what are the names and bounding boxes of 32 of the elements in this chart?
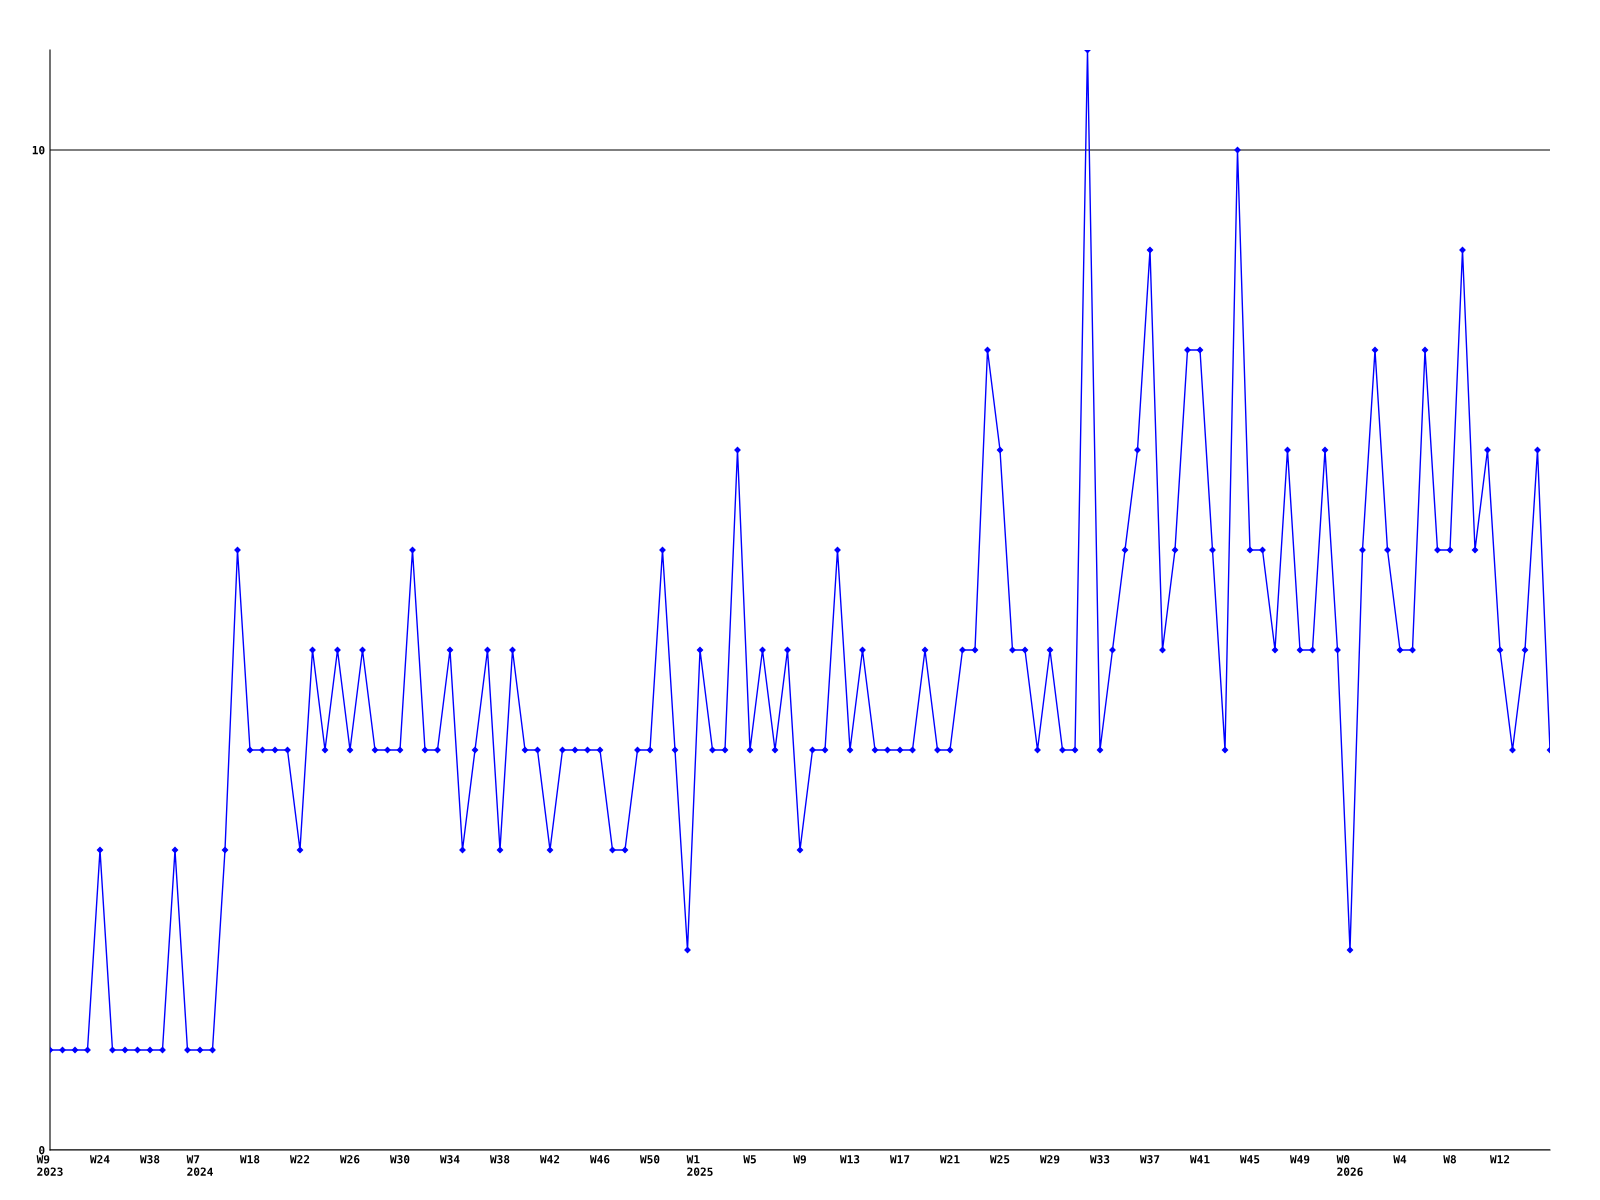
- x-tick-label: W37: [1139, 1155, 1160, 1164]
- x-tick-label: W0 2026: [1336, 1155, 1363, 1176]
- x-tick-label: W5: [743, 1155, 756, 1164]
- x-tick-label: W17: [889, 1155, 910, 1164]
- x-tick-label: W30: [389, 1155, 410, 1164]
- x-tick-label: W22: [289, 1155, 310, 1164]
- x-tick-label: W18: [239, 1155, 260, 1164]
- x-tick-label: W7 2024: [186, 1155, 213, 1176]
- x-tick-label: W1 2025: [686, 1155, 713, 1176]
- x-tick-label: W38: [489, 1155, 510, 1164]
- x-tick-label: W26: [339, 1155, 360, 1164]
- x-tick-label: W12: [1489, 1155, 1510, 1164]
- x-tick-label: W41: [1189, 1155, 1210, 1164]
- x-tick-label: W50: [639, 1155, 660, 1164]
- y-tick-label: 0: [39, 1145, 45, 1155]
- x-tick-label: W29: [1039, 1155, 1060, 1164]
- x-tick-label: W46: [589, 1155, 610, 1164]
- x-tick-label: W33: [1089, 1155, 1110, 1164]
- x-tick-label: W8: [1443, 1155, 1456, 1164]
- x-tick-label: W49: [1289, 1155, 1310, 1164]
- x-tick-label: W45: [1239, 1155, 1260, 1164]
- x-tick-label: W21: [939, 1155, 960, 1164]
- x-tick-label: W34: [439, 1155, 460, 1164]
- x-tick-label: W9 2023: [36, 1155, 63, 1176]
- x-tick-label: W9: [793, 1155, 806, 1164]
- x-tick-label: W38: [139, 1155, 160, 1164]
- x-tick-label: W25: [989, 1155, 1010, 1164]
- x-tick-label: W4: [1393, 1155, 1407, 1164]
- x-tick-label: W24: [89, 1155, 110, 1164]
- x-tick-label: W42: [539, 1155, 560, 1164]
- x-tick-label: W13: [839, 1155, 860, 1164]
- y-tick-label: 10: [32, 145, 45, 155]
